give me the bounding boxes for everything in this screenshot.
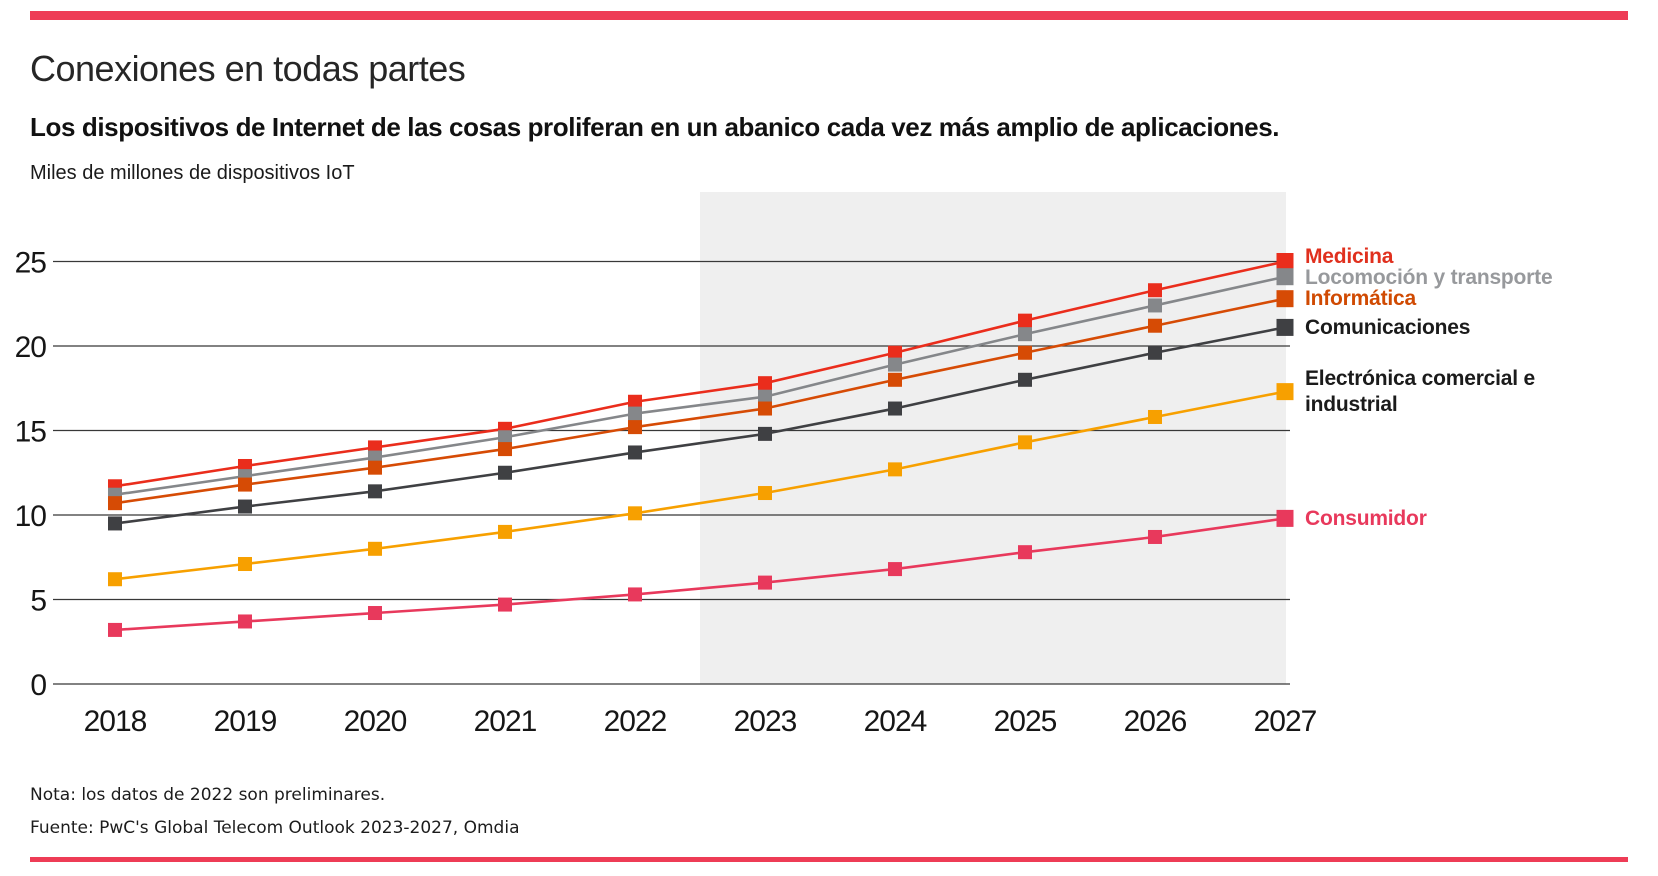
data-point-marker bbox=[888, 401, 902, 416]
x-axis-tick-label: 2023 bbox=[734, 705, 797, 738]
data-point-marker bbox=[1276, 318, 1294, 336]
legend-label-medicina: Medicina bbox=[1305, 245, 1394, 268]
data-point-marker bbox=[108, 572, 122, 587]
data-point-marker bbox=[1018, 313, 1032, 328]
data-point-marker bbox=[1018, 372, 1032, 387]
data-point-marker bbox=[1148, 283, 1162, 298]
data-point-marker bbox=[628, 587, 642, 602]
forecast-shading-region bbox=[700, 192, 1286, 684]
y-axis-tick-label: 25 bbox=[15, 247, 47, 280]
data-point-marker bbox=[1148, 345, 1162, 360]
y-axis-tick-label: 10 bbox=[15, 500, 47, 533]
data-point-marker bbox=[238, 499, 252, 514]
note-text: Nota: los datos de 2022 son preliminares… bbox=[30, 785, 386, 805]
data-point-marker bbox=[1018, 345, 1032, 360]
data-point-marker bbox=[1276, 253, 1294, 270]
data-point-marker bbox=[628, 445, 642, 460]
x-axis-tick-label: 2021 bbox=[474, 705, 537, 738]
data-point-marker bbox=[758, 486, 772, 501]
data-point-marker bbox=[758, 401, 772, 416]
data-point-marker bbox=[368, 606, 382, 621]
data-point-marker bbox=[108, 622, 122, 637]
data-point-marker bbox=[1148, 298, 1162, 313]
x-axis-tick-label: 2024 bbox=[864, 705, 927, 738]
data-point-marker bbox=[758, 426, 772, 441]
x-axis-tick-label: 2027 bbox=[1254, 705, 1317, 738]
data-point-marker bbox=[628, 406, 642, 421]
data-point-marker bbox=[498, 524, 512, 539]
series-line bbox=[114, 517, 1286, 632]
legend-label-comunicaciones: Comunicaciones bbox=[1305, 316, 1471, 339]
data-point-marker bbox=[498, 597, 512, 612]
data-point-marker bbox=[1148, 529, 1162, 544]
series-line bbox=[114, 390, 1286, 581]
data-point-marker bbox=[628, 506, 642, 521]
bottom-accent-bar bbox=[30, 857, 1628, 862]
data-point-marker bbox=[238, 614, 252, 629]
data-point-marker bbox=[1148, 409, 1162, 424]
data-point-marker bbox=[1276, 290, 1294, 308]
x-axis-tick-label: 2022 bbox=[604, 705, 667, 738]
legend-label-electronica-comercial-e-industrial: Electrónica comercial e industrial bbox=[1305, 367, 1536, 416]
series-line bbox=[114, 297, 1286, 505]
y-axis-tick-label: 5 bbox=[30, 585, 46, 618]
data-point-marker bbox=[888, 372, 902, 387]
data-point-marker bbox=[758, 376, 772, 391]
legend-label-consumidor: Consumidor bbox=[1305, 507, 1427, 530]
data-point-marker bbox=[368, 541, 382, 556]
data-point-marker bbox=[758, 575, 772, 590]
data-point-marker bbox=[238, 477, 252, 492]
data-point-marker bbox=[888, 357, 902, 372]
source-text: Fuente: PwC's Global Telecom Outlook 202… bbox=[30, 818, 520, 838]
data-point-marker bbox=[1148, 318, 1162, 333]
data-point-marker bbox=[628, 420, 642, 435]
data-point-marker bbox=[498, 430, 512, 445]
y-axis-tick-label: 0 bbox=[30, 669, 46, 702]
data-point-marker bbox=[1018, 435, 1032, 450]
y-axis-tick-label: 20 bbox=[15, 331, 47, 364]
series-line bbox=[114, 275, 1286, 497]
x-axis-tick-label: 2026 bbox=[1124, 705, 1187, 738]
data-point-marker bbox=[108, 496, 122, 511]
data-point-marker bbox=[498, 465, 512, 480]
legend-label-locomocion-y-transporte: Locomoción y transporte bbox=[1305, 266, 1553, 289]
data-point-marker bbox=[888, 345, 902, 360]
data-point-marker bbox=[888, 462, 902, 477]
data-point-marker bbox=[498, 442, 512, 457]
data-point-marker bbox=[1276, 268, 1294, 286]
data-point-marker bbox=[1018, 327, 1032, 342]
x-axis-tick-label: 2019 bbox=[214, 705, 277, 738]
data-point-marker bbox=[758, 389, 772, 404]
series-line bbox=[114, 326, 1286, 525]
data-point-marker bbox=[108, 516, 122, 531]
data-point-marker bbox=[1276, 383, 1294, 401]
y-axis-tick-label: 15 bbox=[15, 416, 47, 449]
x-axis-tick-label: 2020 bbox=[344, 705, 407, 738]
series-line bbox=[114, 260, 1286, 488]
data-point-marker bbox=[368, 460, 382, 475]
data-point-marker bbox=[238, 557, 252, 572]
data-point-marker bbox=[1018, 545, 1032, 560]
legend-label-informatica: Informática bbox=[1305, 287, 1416, 310]
x-axis-tick-label: 2018 bbox=[84, 705, 147, 738]
top-accent-bar bbox=[30, 11, 1628, 20]
data-point-marker bbox=[628, 394, 642, 409]
y-axis-unit-label: Miles de millones de dispositivos IoT bbox=[30, 162, 355, 184]
data-point-marker bbox=[888, 562, 902, 577]
data-point-marker bbox=[368, 484, 382, 499]
page-title: Conexiones en todas partes bbox=[30, 48, 466, 89]
x-axis-tick-label: 2025 bbox=[994, 705, 1057, 738]
page-subtitle: Los dispositivos de Internet de las cosa… bbox=[30, 112, 1280, 142]
data-point-marker bbox=[1276, 509, 1294, 527]
